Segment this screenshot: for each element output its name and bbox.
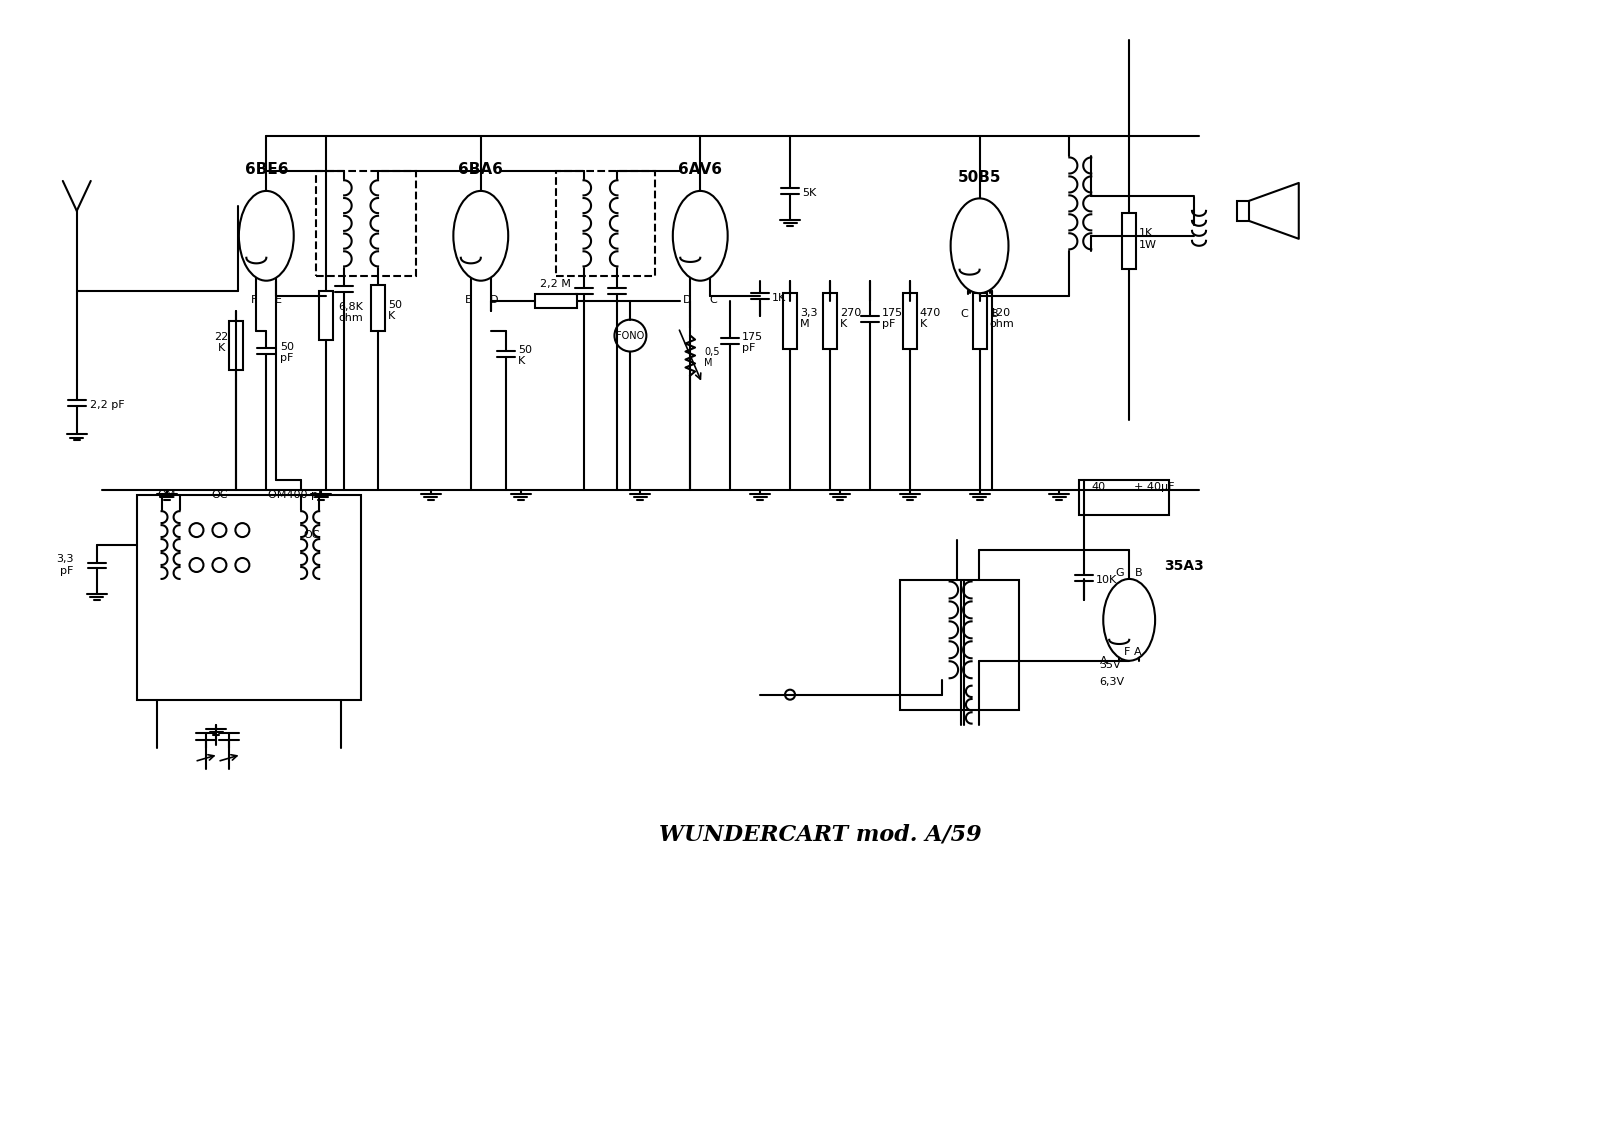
Text: 3,3
pF: 3,3 pF [56, 554, 74, 576]
Text: 50
pF: 50 pF [280, 342, 294, 363]
Text: 175
pF: 175 pF [882, 308, 902, 329]
Text: 1K
1W: 1K 1W [1139, 228, 1157, 250]
Text: F: F [1125, 647, 1131, 657]
Ellipse shape [453, 191, 509, 280]
Bar [1237, 201, 1250, 221]
Text: OC: OC [302, 530, 320, 541]
Ellipse shape [1104, 579, 1155, 661]
Text: 50
K: 50 K [389, 300, 402, 321]
Text: 35V: 35V [1099, 659, 1122, 670]
Text: A: A [1134, 647, 1142, 657]
Text: 40: 40 [1091, 482, 1106, 492]
Text: 6BA6: 6BA6 [458, 162, 504, 176]
Text: OM400 pF: OM400 pF [269, 490, 325, 500]
Text: 35A3: 35A3 [1165, 559, 1203, 573]
Bar [822, 293, 837, 348]
Text: 22
K: 22 K [214, 331, 229, 353]
Text: 1K: 1K [773, 293, 786, 303]
Ellipse shape [674, 191, 728, 280]
Text: 0,5
M: 0,5 M [704, 347, 720, 369]
Text: 50B5: 50B5 [958, 170, 1002, 185]
Text: 3,3
M: 3,3 M [800, 308, 818, 329]
Text: 175
pF: 175 pF [742, 331, 763, 353]
Text: FONO: FONO [616, 330, 645, 340]
Text: D: D [490, 295, 498, 304]
Text: 5K: 5K [802, 188, 816, 198]
Text: B: B [1136, 568, 1142, 578]
Text: + 40µF: + 40µF [1134, 482, 1174, 492]
Text: A: A [1099, 656, 1107, 666]
Text: 50
K: 50 K [518, 345, 531, 366]
Text: WUNDERCART mod. A/59: WUNDERCART mod. A/59 [659, 823, 981, 845]
Text: 470
K: 470 K [920, 308, 941, 329]
Bar [902, 293, 917, 348]
Bar [782, 293, 797, 348]
Ellipse shape [950, 198, 1008, 293]
Text: G: G [1115, 568, 1123, 578]
Bar [1122, 213, 1136, 269]
Text: D: D [683, 295, 691, 304]
Text: 6,3V: 6,3V [1099, 676, 1125, 687]
Text: E: E [466, 295, 472, 304]
Text: E: E [275, 295, 282, 304]
Text: 6BE6: 6BE6 [245, 162, 288, 176]
Bar [317, 171, 416, 276]
Bar [555, 171, 656, 276]
Text: C: C [709, 295, 717, 304]
Bar [318, 291, 333, 340]
Bar [534, 294, 576, 308]
Text: OM: OM [157, 490, 176, 500]
Text: F: F [251, 295, 258, 304]
Bar [136, 495, 362, 700]
Text: 6AV6: 6AV6 [678, 162, 722, 176]
Text: C: C [960, 309, 968, 319]
Bar [371, 285, 386, 331]
Text: 270
K: 270 K [840, 308, 861, 329]
Ellipse shape [238, 191, 294, 280]
Text: 2,2 M: 2,2 M [541, 278, 571, 288]
Bar [973, 293, 987, 348]
Text: 2,2 pF: 2,2 pF [90, 400, 125, 411]
Text: OC: OC [211, 490, 227, 500]
Text: 6,8K
ohm: 6,8K ohm [338, 302, 363, 323]
Text: 120
ohm: 120 ohm [989, 308, 1014, 329]
Text: 10K: 10K [1096, 575, 1117, 585]
Text: B: B [990, 309, 998, 319]
Bar [899, 580, 1019, 709]
Bar [1080, 481, 1170, 515]
Bar [229, 321, 243, 370]
